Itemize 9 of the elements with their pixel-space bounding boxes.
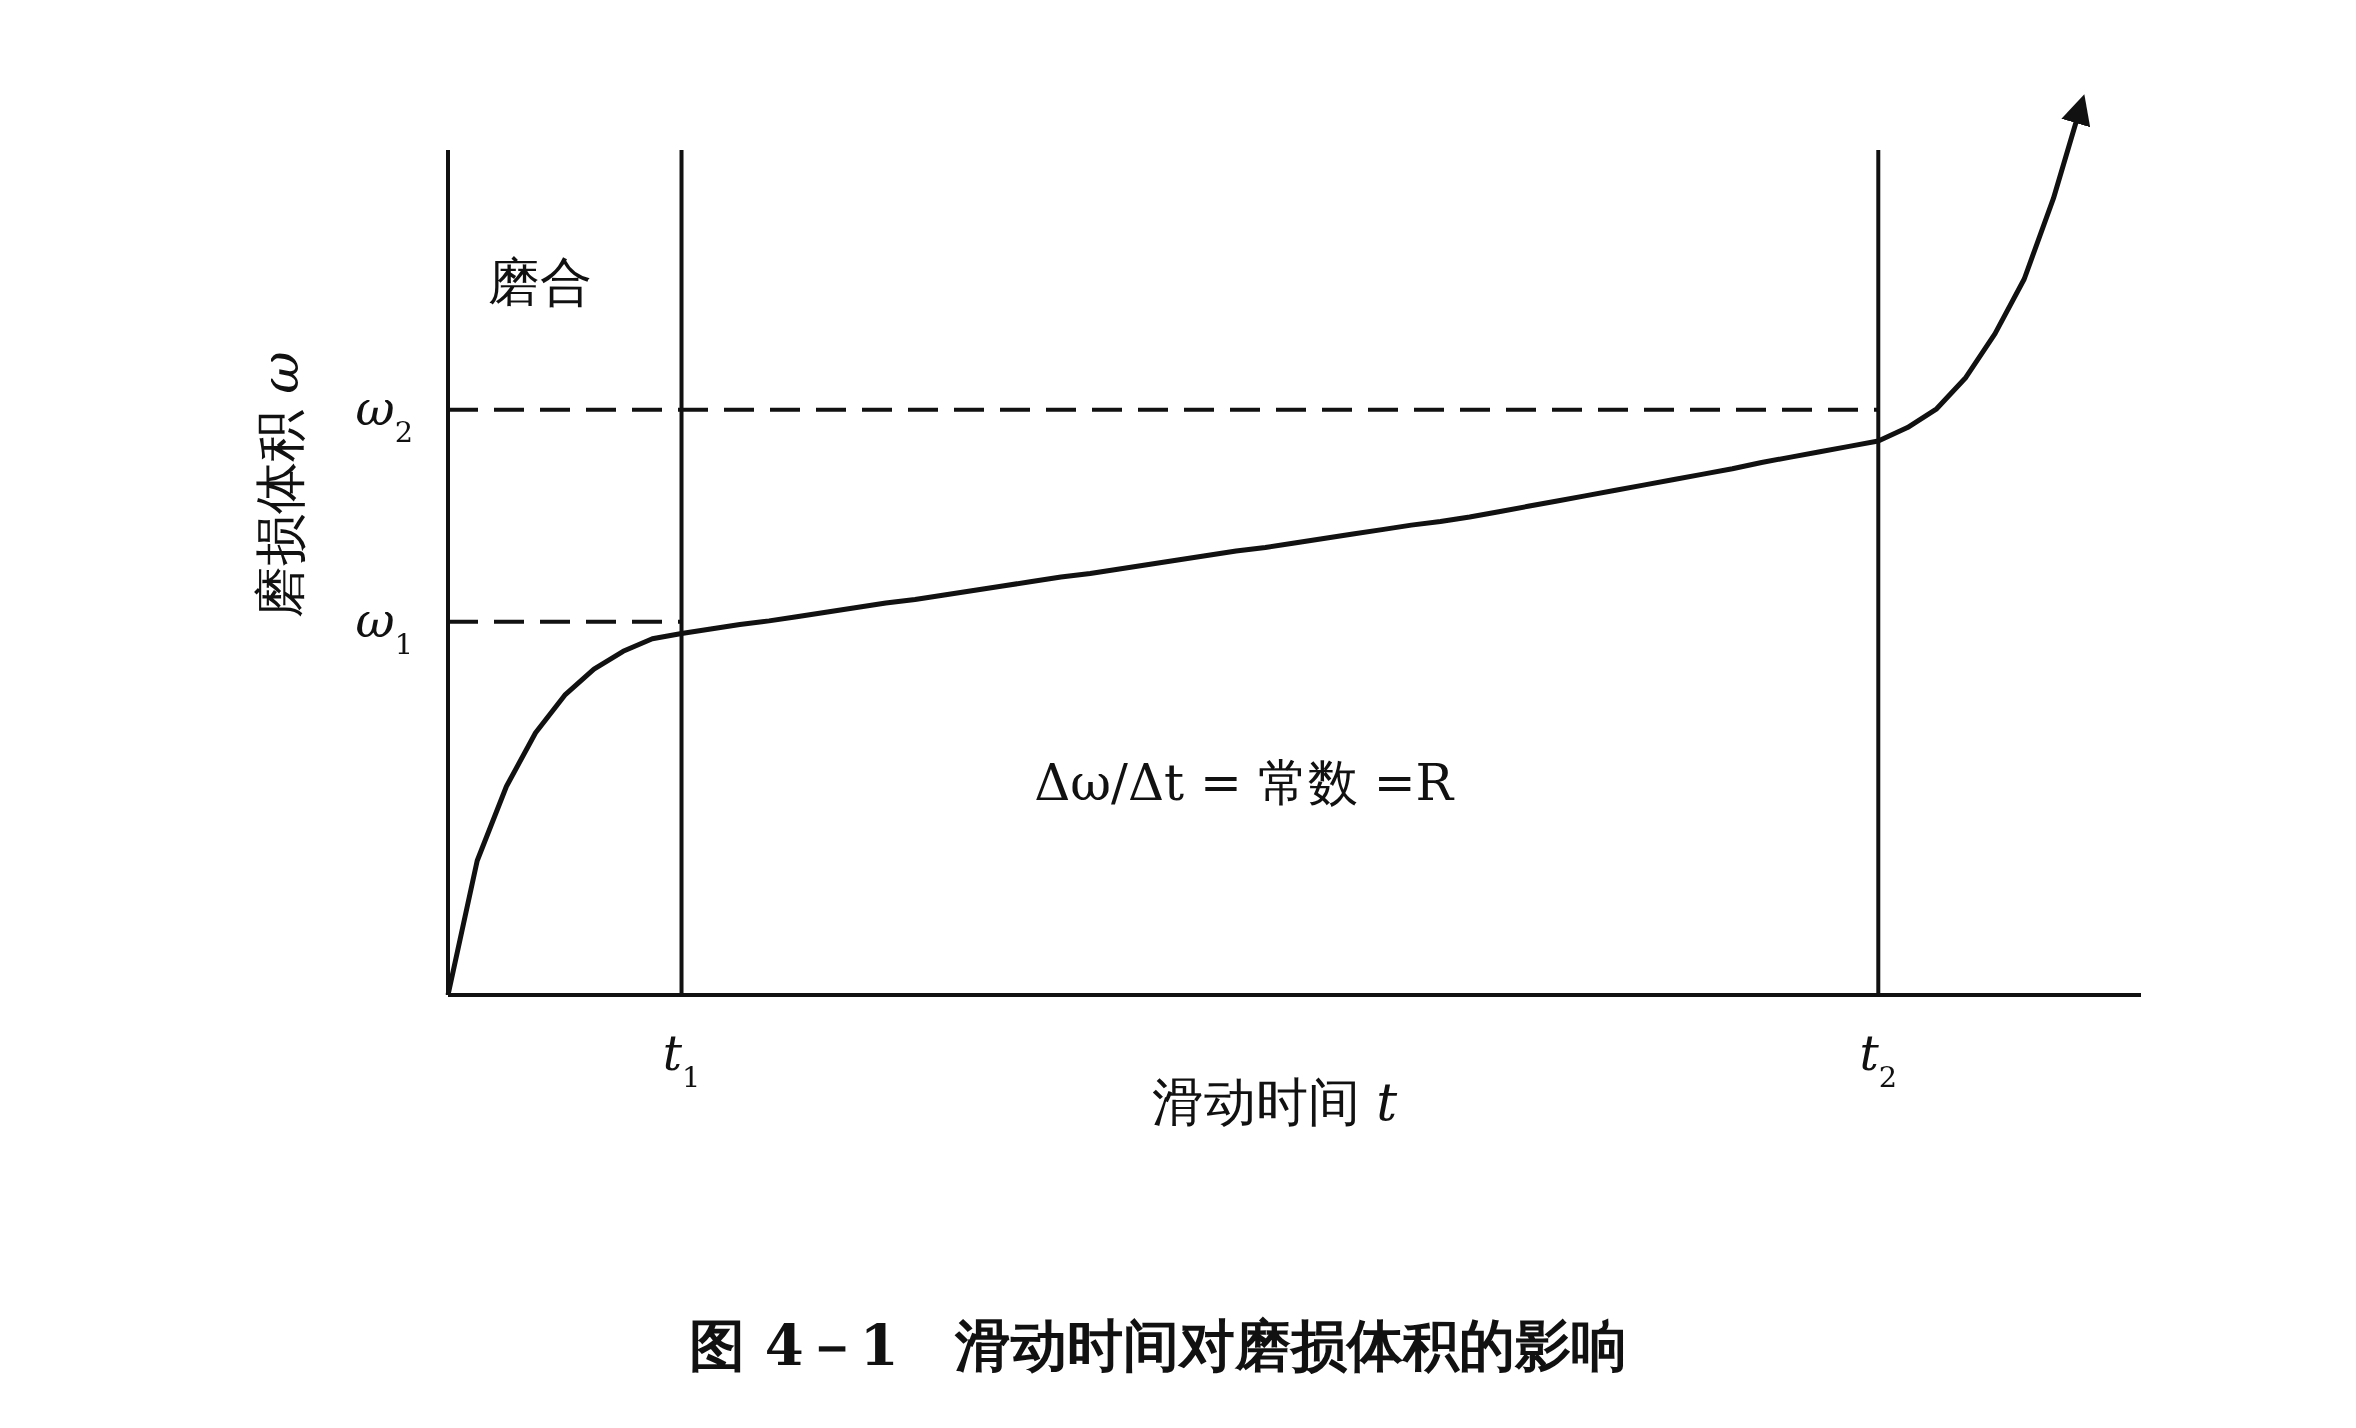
x-tick-label: t$_{1}$ xyxy=(662,1025,701,1094)
x-axis-title: 滑动时间 t xyxy=(1151,1072,1398,1132)
annotation: Δω/Δt = 常数 =R xyxy=(1034,754,1455,812)
ref-line-label: ω$_{2}$ xyxy=(355,379,413,449)
text: 图 4－1 滑动时间对磨损体积的影响 xyxy=(689,1312,1627,1378)
y-axis-title: 磨损体积 ω xyxy=(250,351,310,619)
x-tick-label: t$_{2}$ xyxy=(1859,1025,1898,1094)
annotation: 磨合 xyxy=(488,252,592,312)
ref-line-label: ω$_{1}$ xyxy=(355,591,413,661)
